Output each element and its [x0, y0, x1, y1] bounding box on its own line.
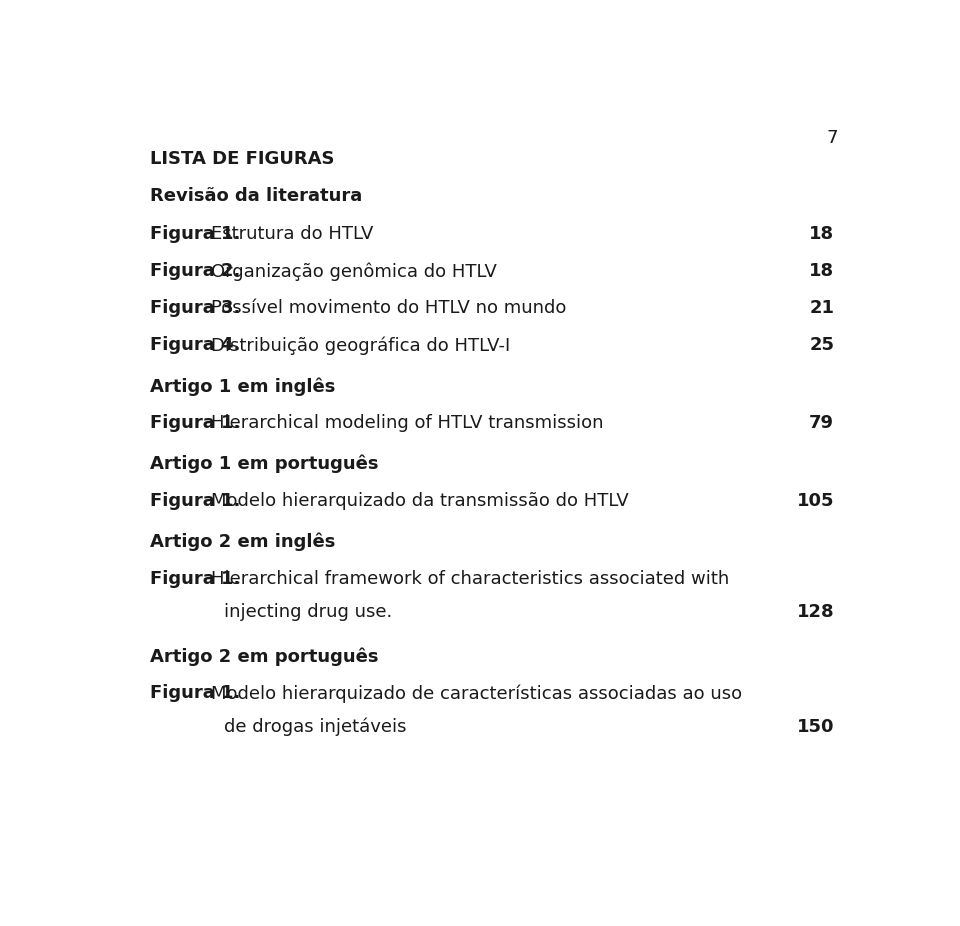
- Text: de drogas injetáveis: de drogas injetáveis: [225, 718, 407, 736]
- Text: Figura 1.: Figura 1.: [150, 414, 240, 432]
- Text: Hierarchical framework of characteristics associated with: Hierarchical framework of characteristic…: [211, 569, 729, 588]
- Text: Artigo 2 em português: Artigo 2 em português: [150, 647, 378, 666]
- Text: Possível movimento do HTLV no mundo: Possível movimento do HTLV no mundo: [211, 299, 566, 318]
- Text: Figura 1.: Figura 1.: [150, 225, 240, 244]
- Text: Figura 1.: Figura 1.: [150, 569, 240, 588]
- Text: Distribuição geográfica do HTLV-I: Distribuição geográfica do HTLV-I: [211, 336, 510, 355]
- Text: Figura 3.: Figura 3.: [150, 299, 240, 318]
- Text: Figura 1.: Figura 1.: [150, 492, 240, 510]
- Text: 128: 128: [797, 603, 834, 621]
- Text: Estrutura do HTLV: Estrutura do HTLV: [211, 225, 373, 244]
- Text: 7: 7: [827, 129, 838, 147]
- Text: Figura 1.: Figura 1.: [150, 684, 240, 703]
- Text: 150: 150: [797, 718, 834, 736]
- Text: Artigo 2 em inglês: Artigo 2 em inglês: [150, 532, 335, 551]
- Text: Artigo 1 em inglês: Artigo 1 em inglês: [150, 377, 335, 395]
- Text: Organização genômica do HTLV: Organização genômica do HTLV: [211, 262, 496, 281]
- Text: Figura 2.: Figura 2.: [150, 262, 240, 281]
- Text: Artigo 1 em português: Artigo 1 em português: [150, 455, 378, 473]
- Text: 25: 25: [809, 336, 834, 355]
- Text: injecting drug use.: injecting drug use.: [225, 603, 393, 621]
- Text: LISTA DE FIGURAS: LISTA DE FIGURAS: [150, 150, 334, 169]
- Text: 79: 79: [809, 414, 834, 432]
- Text: Hierarchical modeling of HTLV transmission: Hierarchical modeling of HTLV transmissi…: [211, 414, 603, 432]
- Text: Modelo hierarquizado da transmissão do HTLV: Modelo hierarquizado da transmissão do H…: [211, 492, 629, 510]
- Text: Modelo hierarquizado de características associadas ao uso: Modelo hierarquizado de características …: [211, 684, 742, 703]
- Text: 21: 21: [809, 299, 834, 318]
- Text: 105: 105: [797, 492, 834, 510]
- Text: 18: 18: [809, 225, 834, 244]
- Text: 18: 18: [809, 262, 834, 281]
- Text: Revisão da literatura: Revisão da literatura: [150, 187, 362, 206]
- Text: Figura 4.: Figura 4.: [150, 336, 240, 355]
